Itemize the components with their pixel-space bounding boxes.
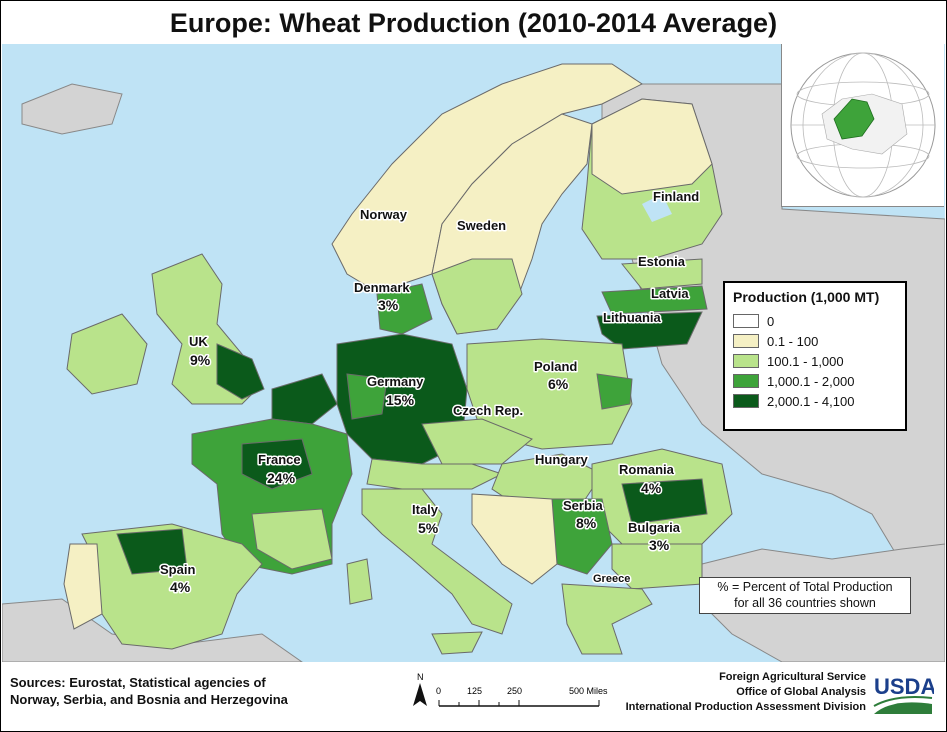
bulgaria — [611, 543, 703, 590]
denmark — [376, 283, 433, 335]
label-greece: Greece — [593, 573, 630, 585]
austria — [366, 458, 504, 490]
legend: Production (1,000 MT) 0 0.1 - 100 100.1 … — [723, 281, 907, 431]
agency-line-2: Office of Global Analysis — [736, 686, 866, 698]
romania-core — [621, 478, 708, 525]
label-bulgaria: Bulgaria — [628, 520, 681, 535]
label-norway: Norway — [360, 207, 408, 222]
note-line-1: % = Percent of Total Production — [717, 580, 893, 594]
label-sweden: Sweden — [457, 218, 506, 233]
latvia — [601, 285, 708, 315]
agency-credits: Foreign Agricultural Service Office of G… — [600, 670, 866, 715]
legend-label: 100.1 - 1,000 — [767, 353, 844, 369]
globe-icon — [790, 52, 936, 198]
label-czech-rep: Czech Rep. — [453, 403, 523, 418]
legend-swatch — [733, 314, 759, 328]
legend-swatch — [733, 334, 759, 348]
label-finland: Finland — [653, 189, 699, 204]
label-estonia: Estonia — [638, 254, 686, 269]
sicily — [431, 631, 483, 655]
legend-item: 2,000.1 - 4,100 — [733, 391, 897, 411]
estonia — [621, 258, 703, 290]
balkans-west — [471, 493, 558, 585]
finland-north — [591, 98, 713, 195]
map-title: Europe: Wheat Production (2010-2014 Aver… — [169, 8, 778, 38]
label-denmark: Denmark — [354, 280, 410, 295]
ireland — [66, 313, 148, 395]
north-arrow-icon — [413, 683, 427, 706]
label-serbia: Serbia — [563, 498, 604, 513]
usda-logo-text: USDA — [874, 674, 934, 699]
pct-denmark: 3% — [378, 297, 399, 313]
benelux — [271, 373, 338, 425]
scale-tick-500: 500 Miles — [569, 686, 608, 696]
label-poland: Poland — [534, 359, 577, 374]
pct-france: 24% — [267, 470, 296, 486]
pct-spain: 4% — [170, 579, 191, 595]
pct-serbia: 8% — [576, 515, 597, 531]
scale-bar: N 0 125 250 500 Miles — [413, 672, 608, 707]
pct-poland: 6% — [548, 376, 569, 392]
portugal — [63, 543, 103, 630]
north-label: N — [417, 672, 424, 682]
label-germany: Germany — [367, 374, 424, 389]
england-east — [216, 343, 265, 400]
label-uk: UK — [189, 334, 208, 349]
spain-north — [116, 528, 188, 575]
sources-text: Sources: Eurostat, Statistical agencies … — [10, 674, 288, 708]
poland-east — [596, 373, 633, 410]
legend-swatch — [733, 374, 759, 388]
poland — [466, 338, 633, 450]
legend-item: 100.1 - 1,000 — [733, 351, 897, 371]
germany-mid — [346, 373, 388, 420]
pct-italy: 5% — [418, 520, 439, 536]
legend-item: 0.1 - 100 — [733, 331, 897, 351]
note-line-2: for all 36 countries shown — [734, 596, 876, 610]
legend-item: 1,000.1 - 2,000 — [733, 371, 897, 391]
label-spain: Spain — [160, 562, 195, 577]
sources-line-2: Norway, Serbia, and Bosnia and Herzegovi… — [10, 692, 288, 707]
label-lithuania: Lithuania — [603, 310, 662, 325]
pct-uk: 9% — [190, 352, 211, 368]
sources-line-1: Sources: Eurostat, Statistical agencies … — [10, 675, 266, 690]
sardinia — [346, 558, 373, 605]
sweden-south — [431, 258, 523, 335]
iceland — [21, 83, 123, 135]
scale-tick-0: 0 — [436, 686, 441, 696]
legend-label: 1,000.1 - 2,000 — [767, 373, 855, 389]
pct-romania: 4% — [641, 480, 662, 496]
italy — [361, 488, 513, 635]
legend-swatch — [733, 354, 759, 368]
agency-line-3: International Production Assessment Divi… — [625, 701, 866, 713]
legend-label: 2,000.1 - 4,100 — [767, 393, 855, 409]
legend-label: 0 — [767, 313, 775, 329]
lake — [642, 194, 672, 222]
map-labels: Finland Norway Sweden Estonia Latvia Lit… — [159, 188, 701, 597]
agency-line-1: Foreign Agricultural Service — [719, 671, 866, 683]
percent-note: % = Percent of Total Production for all … — [699, 577, 911, 614]
czech-rep — [421, 418, 533, 465]
scale-tick-250: 250 — [507, 686, 522, 696]
norway — [331, 63, 643, 290]
label-romania: Romania — [619, 462, 675, 477]
locator-globe — [781, 44, 944, 207]
greece — [561, 583, 653, 655]
label-italy: Italy — [412, 502, 439, 517]
label-france: France — [258, 452, 301, 467]
france-central — [241, 438, 313, 490]
usda-logo: USDA — [873, 674, 934, 714]
legend-item: 0 — [733, 311, 897, 331]
france-south — [251, 508, 333, 570]
label-latvia: Latvia — [651, 286, 689, 301]
pct-germany: 15% — [386, 392, 415, 408]
lithuania — [596, 311, 703, 350]
legend-title: Production (1,000 MT) — [733, 289, 880, 305]
pct-bulgaria: 3% — [649, 537, 670, 553]
legend-label: 0.1 - 100 — [767, 333, 819, 349]
label-hungary: Hungary — [535, 452, 589, 467]
legend-swatch — [733, 394, 759, 408]
scale-tick-125: 125 — [467, 686, 482, 696]
usda-hills-icon — [874, 702, 932, 714]
